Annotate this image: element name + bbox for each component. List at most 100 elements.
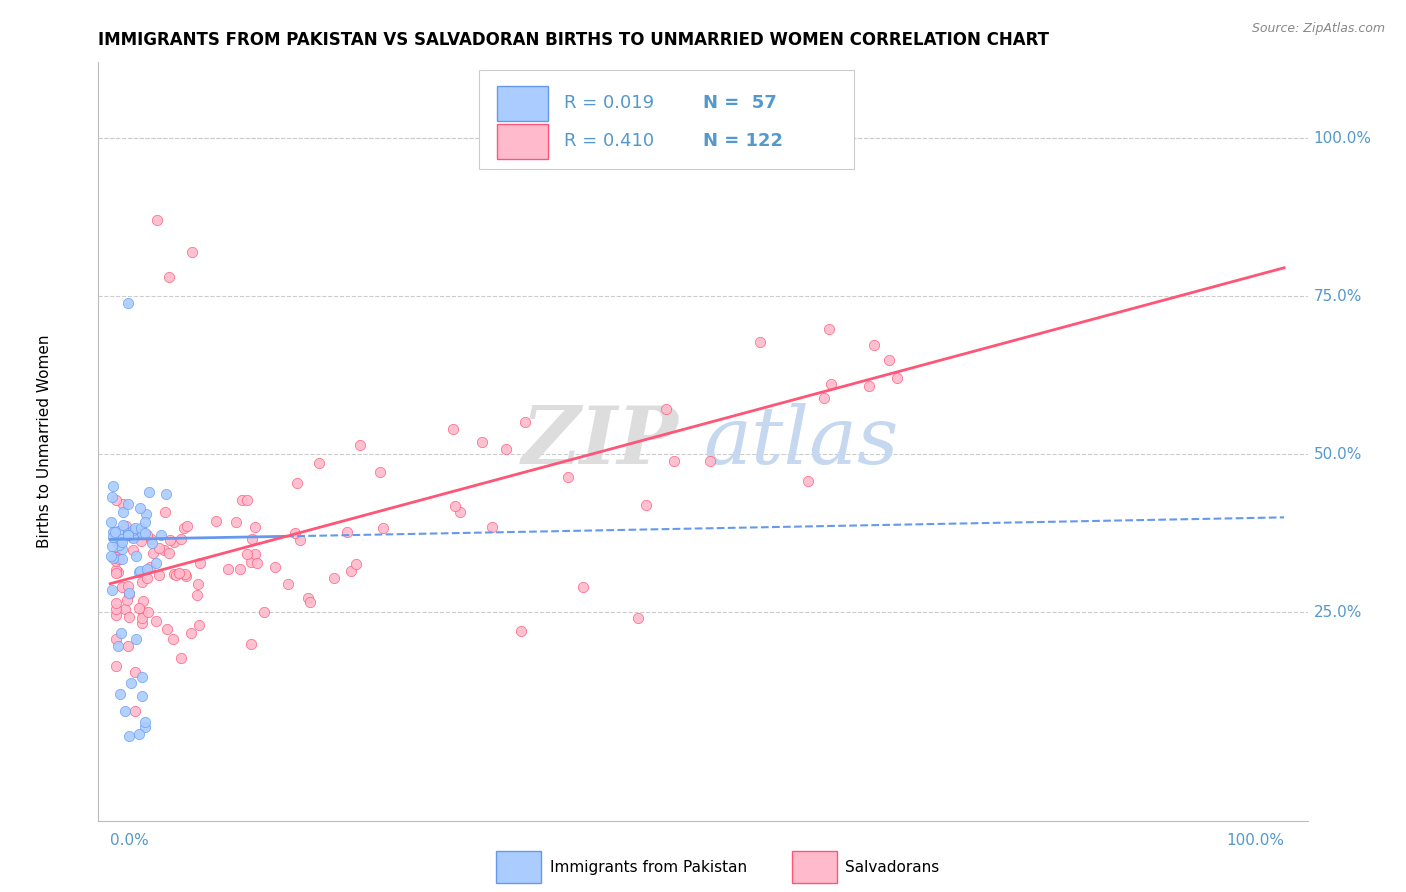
Point [100, 516, 122, 530]
Point [111, 497, 134, 511]
Point [176, 569, 198, 583]
Point [141, 535, 163, 549]
Point [159, 533, 181, 547]
Point [103, 527, 125, 541]
Point [444, 500, 467, 514]
Point [110, 581, 132, 595]
Point [225, 516, 247, 530]
Point [100, 549, 122, 563]
Point [162, 632, 184, 646]
Point [173, 567, 195, 582]
Point [118, 587, 141, 601]
Point [134, 516, 156, 530]
Point [181, 244, 204, 259]
Point [156, 622, 179, 636]
Point [510, 624, 533, 639]
Point [105, 566, 128, 580]
Point [128, 500, 150, 515]
Point [134, 719, 156, 733]
Text: 100.0%: 100.0% [1313, 131, 1371, 145]
Point [441, 422, 464, 436]
Point [748, 335, 770, 350]
Text: atlas: atlas [703, 403, 898, 480]
Point [117, 579, 139, 593]
Point [863, 338, 886, 352]
Text: 75.0%: 75.0% [1313, 289, 1362, 303]
Point [111, 535, 134, 549]
Point [101, 530, 124, 544]
Point [108, 538, 131, 552]
Point [110, 626, 132, 640]
Point [105, 550, 128, 565]
Point [308, 456, 330, 470]
Point [145, 614, 167, 628]
Point [117, 526, 139, 541]
Point [217, 562, 239, 576]
Point [141, 533, 163, 547]
Point [173, 520, 195, 534]
Point [298, 595, 321, 609]
Point [114, 519, 136, 533]
Point [655, 402, 678, 417]
Point [105, 596, 128, 610]
Point [101, 582, 124, 597]
Point [117, 528, 139, 542]
Point [699, 453, 721, 467]
Point [180, 626, 202, 640]
Point [122, 523, 145, 537]
Point [134, 526, 156, 541]
Point [125, 632, 148, 647]
Point [131, 525, 153, 540]
Point [236, 547, 259, 561]
Point [112, 517, 135, 532]
Point [340, 564, 363, 578]
Text: IMMIGRANTS FROM PAKISTAN VS SALVADORAN BIRTHS TO UNMARRIED WOMEN CORRELATION CHA: IMMIGRANTS FROM PAKISTAN VS SALVADORAN B… [98, 31, 1049, 49]
Point [128, 564, 150, 578]
Point [117, 586, 139, 600]
Text: Births to Unmarried Women: Births to Unmarried Women [37, 334, 52, 549]
Point [114, 601, 136, 615]
Text: 100.0%: 100.0% [1226, 833, 1284, 848]
Point [105, 608, 128, 623]
Point [136, 571, 159, 585]
Point [105, 550, 128, 565]
Point [115, 593, 138, 607]
Point [138, 559, 160, 574]
Point [205, 514, 228, 528]
Point [662, 453, 685, 467]
Point [176, 519, 198, 533]
Point [449, 505, 471, 519]
Point [105, 492, 128, 507]
Point [132, 606, 155, 620]
FancyBboxPatch shape [498, 124, 548, 159]
Point [107, 565, 129, 579]
Text: N = 122: N = 122 [703, 132, 783, 150]
Point [131, 575, 153, 590]
Point [101, 551, 124, 566]
Point [135, 562, 157, 576]
Text: 0.0%: 0.0% [110, 833, 149, 848]
Point [187, 576, 209, 591]
Text: ZIP: ZIP [522, 403, 679, 480]
Point [495, 442, 517, 456]
Point [124, 525, 146, 540]
Point [157, 270, 180, 285]
Point [135, 507, 157, 521]
Point [124, 704, 146, 718]
Point [297, 591, 319, 606]
Point [886, 371, 908, 385]
Point [817, 322, 839, 336]
FancyBboxPatch shape [498, 86, 548, 120]
Point [128, 524, 150, 538]
Point [118, 729, 141, 743]
Point [107, 524, 129, 538]
Point [105, 658, 128, 673]
Point [153, 506, 176, 520]
Point [121, 530, 143, 544]
Point [128, 565, 150, 579]
Point [169, 532, 191, 546]
Point [110, 532, 132, 546]
Text: 25.0%: 25.0% [1313, 605, 1362, 620]
Point [117, 527, 139, 541]
Point [134, 714, 156, 729]
